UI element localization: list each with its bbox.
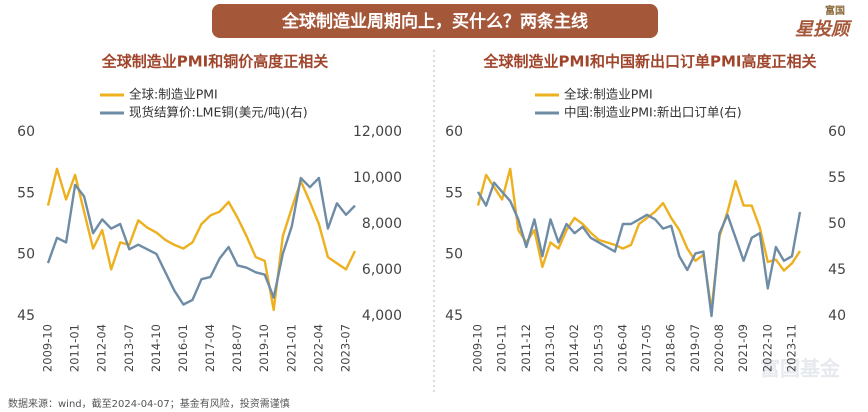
x-tick-label: 2016-01 <box>176 324 190 372</box>
x-tick-label: 2021-09 <box>736 324 750 372</box>
x-tick-label: 2019-10 <box>257 324 271 372</box>
x-tick-label: 2023-11 <box>784 324 798 372</box>
y2-tick-label: 8,000 <box>362 216 402 232</box>
x-tick-label: 2013-01 <box>543 324 557 372</box>
x-tick-label: 2015-03 <box>591 324 605 372</box>
legend-label: 现货结算价:LME铜(美元/吨)(右) <box>129 105 308 120</box>
y-tick-label: 45 <box>17 308 35 324</box>
y-tick-label: 60 <box>445 124 463 140</box>
logo-main: 星投顾 <box>795 19 853 40</box>
series-line <box>46 176 356 306</box>
legend-label: 全球:制造业PMI <box>564 87 653 102</box>
y-tick-label: 55 <box>17 185 35 201</box>
y2-tick-label: 55 <box>828 170 846 186</box>
legend-label: 中国:制造业PMI:新出口订单(右) <box>564 105 742 120</box>
chart-title: 全球制造业PMI和铜价高度正相关 <box>101 53 329 71</box>
x-tick-label: 2010-11 <box>495 324 509 372</box>
watermark: 富国基金 <box>760 357 841 381</box>
x-tick-label: 2014-02 <box>567 324 581 372</box>
series-line <box>476 181 802 318</box>
x-tick-label: 2019-07 <box>688 324 702 372</box>
y-tick-label: 50 <box>445 247 463 263</box>
y-tick-label: 55 <box>445 185 463 201</box>
x-tick-label: 2017-04 <box>203 324 217 372</box>
y-tick-label: 45 <box>445 308 463 324</box>
y2-tick-label: 6,000 <box>362 262 402 278</box>
x-tick-label: 2021-01 <box>284 324 298 372</box>
x-tick-label: 2018-07 <box>230 324 244 372</box>
x-tick-label: 2014-10 <box>149 324 163 372</box>
x-tick-label: 2011-12 <box>519 324 533 372</box>
page-title: 全球制造业周期向上，买什么？两条主线 <box>281 11 588 32</box>
y2-tick-label: 45 <box>828 262 846 278</box>
x-tick-label: 2009-10 <box>471 324 485 372</box>
y2-tick-label: 60 <box>828 124 846 140</box>
x-tick-label: 2012-04 <box>95 324 109 372</box>
y-tick-label: 50 <box>17 247 35 263</box>
x-tick-label: 2009-10 <box>41 324 55 372</box>
x-tick-label: 2020-08 <box>712 324 726 372</box>
series-line <box>46 167 357 312</box>
chart-title: 全球制造业PMI和中国新出口订单PMI高度正相关 <box>482 53 816 71</box>
x-tick-label: 2013-07 <box>122 324 136 372</box>
y2-tick-label: 10,000 <box>353 170 402 186</box>
y2-tick-label: 50 <box>828 216 846 232</box>
x-tick-label: 2022-10 <box>760 324 774 372</box>
x-tick-label: 2022-04 <box>311 324 325 372</box>
title-banner <box>212 4 658 38</box>
x-tick-label: 2011-01 <box>68 324 82 372</box>
x-tick-label: 2023-07 <box>338 324 352 372</box>
series-line <box>476 167 802 312</box>
legend-label: 全球:制造业PMI <box>129 87 218 102</box>
footer-source: 数据来源：wind，截至2024-04-07；基金有风险，投资需谨慎 <box>8 397 290 410</box>
x-tick-label: 2016-04 <box>615 324 629 372</box>
y-tick-label: 60 <box>17 124 35 140</box>
y2-tick-label: 12,000 <box>353 124 402 140</box>
y2-tick-label: 40 <box>828 308 846 324</box>
x-tick-label: 2017-05 <box>640 324 654 372</box>
x-tick-label: 2018-06 <box>664 324 678 372</box>
logo-top: 富国 <box>825 4 845 17</box>
y2-tick-label: 4,000 <box>362 308 402 324</box>
